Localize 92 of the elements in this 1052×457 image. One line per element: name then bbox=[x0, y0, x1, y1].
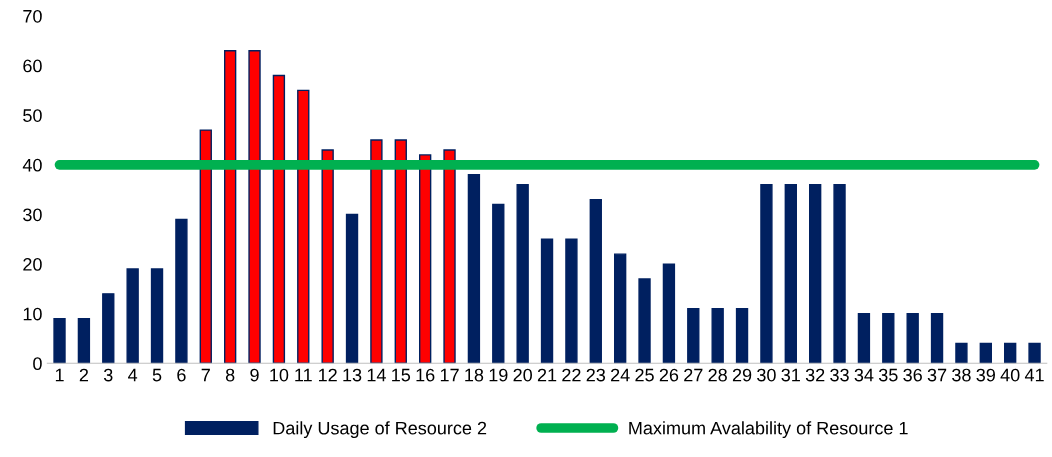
bar bbox=[760, 183, 773, 364]
x-tick-label: 22 bbox=[562, 368, 581, 382]
bar bbox=[857, 313, 871, 364]
bar bbox=[443, 149, 456, 364]
bar bbox=[711, 308, 724, 364]
bar bbox=[784, 183, 797, 364]
y-tick-label: 60 bbox=[23, 59, 42, 73]
bar bbox=[53, 317, 66, 364]
bar bbox=[540, 238, 554, 364]
legend-label: Daily Usage of Resource 2 bbox=[273, 421, 487, 439]
x-tick-label: 35 bbox=[878, 368, 898, 382]
x-tick-label: 33 bbox=[830, 368, 849, 382]
bar bbox=[272, 74, 286, 364]
x-tick-label: 31 bbox=[781, 368, 800, 382]
bar bbox=[1028, 342, 1041, 364]
bar bbox=[1003, 342, 1017, 364]
bar bbox=[150, 268, 164, 364]
bar bbox=[589, 198, 602, 364]
bar bbox=[735, 308, 749, 364]
bar bbox=[662, 263, 676, 364]
x-tick-label: 36 bbox=[903, 368, 922, 382]
bar bbox=[102, 293, 115, 364]
x-tick-label: 34 bbox=[854, 368, 874, 382]
x-tick-label: 21 bbox=[537, 368, 557, 382]
x-tick-label: 5 bbox=[152, 368, 162, 382]
x-tick-label: 7 bbox=[201, 368, 210, 382]
x-tick-label: 9 bbox=[250, 368, 259, 382]
bar bbox=[492, 203, 505, 364]
bar bbox=[638, 278, 651, 364]
x-tick-label: 23 bbox=[586, 368, 606, 382]
bar bbox=[345, 213, 359, 364]
x-tick-label: 12 bbox=[319, 368, 337, 382]
x-tick-label: 13 bbox=[343, 368, 362, 382]
x-tick-label: 20 bbox=[513, 368, 532, 382]
y-tick-label: 70 bbox=[23, 9, 42, 23]
x-tick-label: 26 bbox=[659, 368, 679, 382]
x-tick-label: 38 bbox=[952, 368, 971, 382]
bar bbox=[418, 154, 432, 364]
x-tick-label: 25 bbox=[635, 368, 654, 382]
bar bbox=[516, 183, 529, 364]
x-tick-label: 32 bbox=[805, 368, 825, 382]
x-tick-label: 29 bbox=[732, 368, 752, 382]
bar bbox=[321, 149, 334, 364]
x-tick-label: 28 bbox=[708, 368, 727, 382]
bar bbox=[833, 183, 846, 364]
x-tick-label: 3 bbox=[103, 368, 113, 382]
bar bbox=[199, 129, 212, 364]
bar bbox=[687, 308, 700, 364]
y-tick-label: 30 bbox=[23, 208, 42, 222]
bar bbox=[565, 238, 578, 364]
bar bbox=[223, 50, 237, 364]
y-tick-label: 0 bbox=[33, 357, 42, 371]
x-tick-label: 14 bbox=[367, 368, 386, 382]
y-tick-label: 50 bbox=[23, 109, 42, 122]
bar bbox=[126, 268, 139, 364]
bar bbox=[906, 313, 919, 364]
bar bbox=[955, 342, 968, 364]
x-tick-label: 17 bbox=[440, 368, 459, 382]
bar bbox=[394, 139, 407, 364]
x-tick-label: 37 bbox=[927, 368, 947, 382]
bar bbox=[77, 317, 91, 364]
y-tick-label: 40 bbox=[22, 158, 42, 172]
x-tick-label: 2 bbox=[79, 368, 89, 382]
y-tick-label: 20 bbox=[23, 258, 42, 271]
x-tick-label: 4 bbox=[128, 368, 138, 382]
x-tick-label: 30 bbox=[757, 368, 776, 382]
x-tick-label: 10 bbox=[270, 368, 289, 382]
x-tick-label: 1 bbox=[55, 368, 64, 382]
bar bbox=[613, 253, 627, 364]
bar bbox=[175, 218, 188, 364]
bar bbox=[248, 50, 261, 364]
x-tick-label: 18 bbox=[465, 368, 484, 382]
bar bbox=[930, 313, 944, 364]
x-tick-label: 16 bbox=[416, 368, 435, 382]
bar bbox=[370, 139, 383, 364]
y-tick-label: 10 bbox=[23, 307, 42, 321]
x-tick-label: 39 bbox=[976, 368, 995, 382]
x-tick-label: 11 bbox=[295, 368, 312, 382]
legend-label: Maximum Avalability of Resource 1 bbox=[629, 421, 908, 439]
x-tick-label: 24 bbox=[611, 368, 630, 382]
x-tick-label: 41 bbox=[1024, 368, 1044, 382]
bar bbox=[297, 89, 310, 364]
x-tick-label: 19 bbox=[489, 368, 508, 382]
x-tick-label: 27 bbox=[684, 368, 703, 382]
x-tick-label: 15 bbox=[392, 368, 411, 382]
x-tick-label: 40 bbox=[1000, 368, 1020, 382]
bar bbox=[882, 313, 895, 364]
bar bbox=[979, 342, 992, 364]
bar bbox=[808, 183, 822, 364]
bar bbox=[467, 174, 481, 364]
x-tick-label: 8 bbox=[225, 368, 235, 382]
x-tick-label: 6 bbox=[177, 368, 186, 382]
